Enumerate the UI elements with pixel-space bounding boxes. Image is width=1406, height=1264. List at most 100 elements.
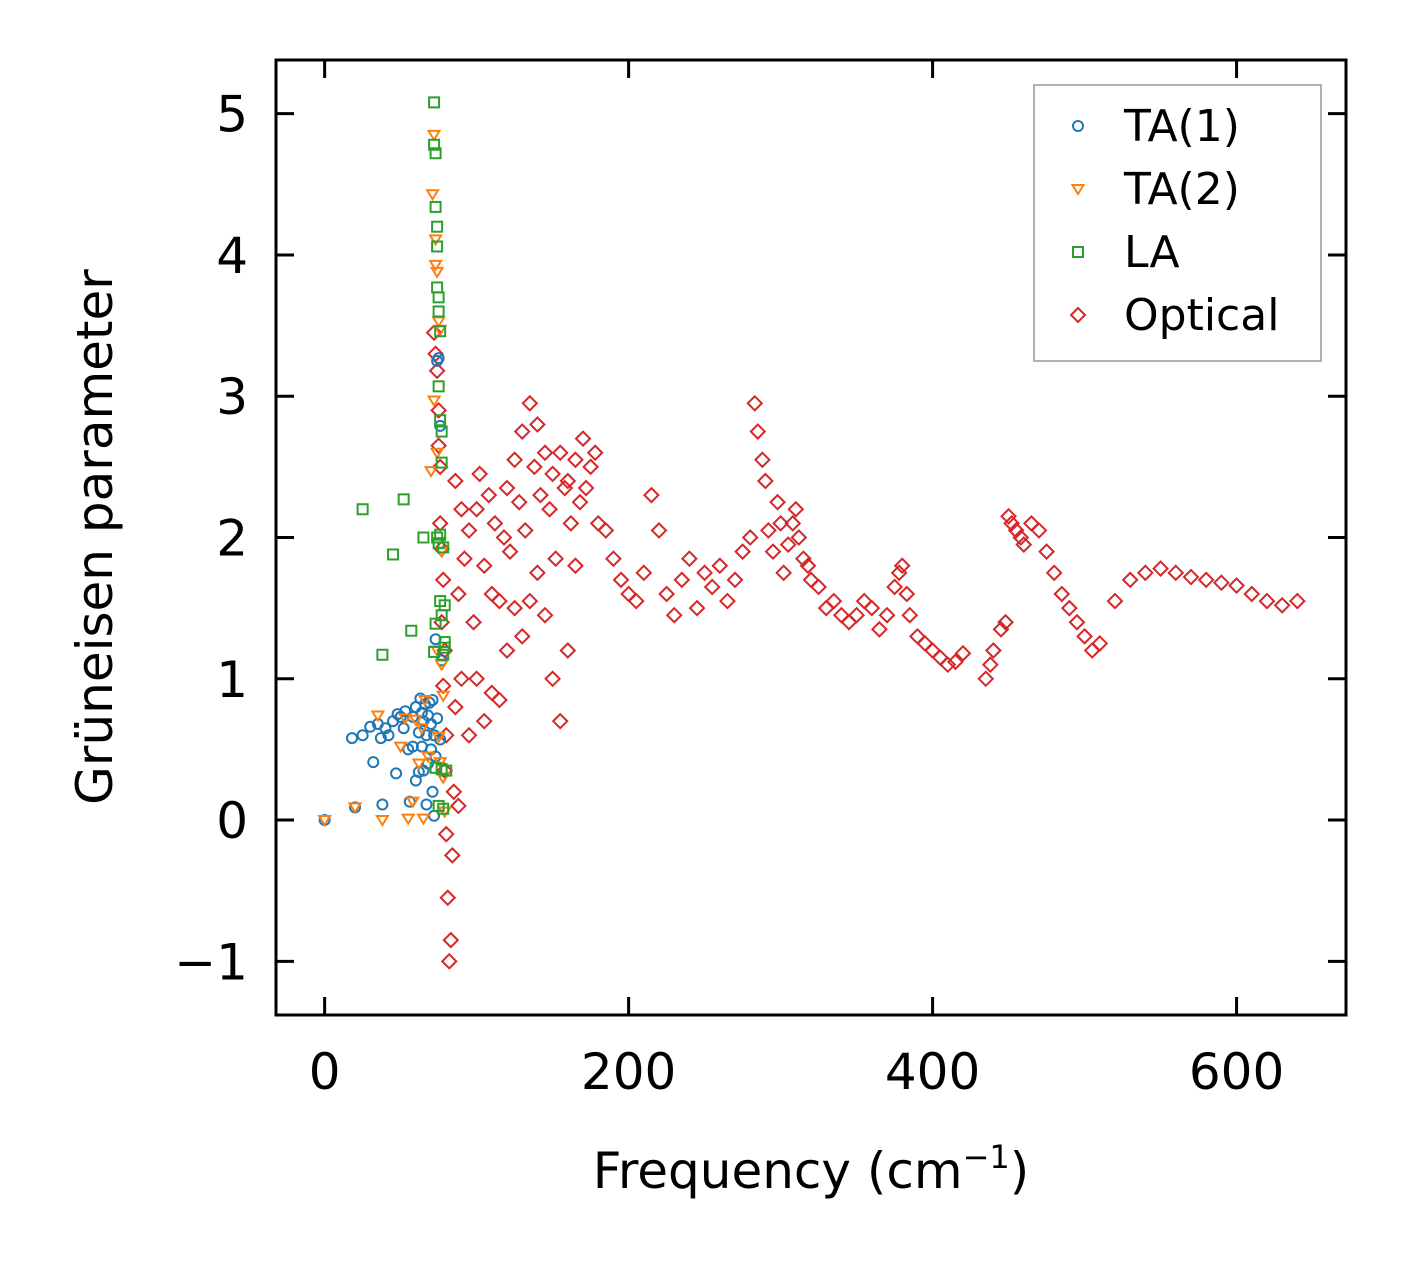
point-optical-167: [1288, 592, 1306, 610]
point-optical-31: [468, 670, 486, 688]
point-ta2-24: [431, 731, 446, 744]
point-optical-32: [471, 465, 489, 483]
point-la-32: [437, 802, 450, 815]
point-optical-51: [521, 394, 539, 412]
point-ta1-9: [379, 722, 392, 735]
x-axis-title: Frequency (cm−1): [593, 1138, 1030, 1200]
point-optical-133: [946, 653, 964, 671]
point-la-11: [429, 617, 442, 630]
point-optical-22: [449, 585, 467, 603]
point-optical-61: [544, 670, 562, 688]
point-ta2-5: [397, 713, 413, 726]
point-optical-56: [532, 486, 549, 504]
point-optical-162: [1212, 574, 1230, 592]
point-optical-15: [439, 889, 457, 907]
point-ta1-44: [431, 712, 444, 725]
point-ta2-15: [425, 189, 440, 202]
legend-label-optical: Optical: [1124, 290, 1279, 341]
point-optical-16: [440, 952, 458, 970]
point-optical-30: [468, 500, 486, 518]
point-optical-126: [898, 585, 916, 603]
point-optical-5: [431, 458, 449, 476]
point-optical-45: [506, 451, 524, 469]
point-optical-102: [764, 543, 782, 561]
point-optical-103: [769, 493, 786, 511]
legend-marker-ta2: [1070, 184, 1086, 196]
point-la-27: [435, 456, 448, 469]
point-la-3: [397, 493, 410, 506]
point-optical-29: [465, 613, 482, 631]
point-ta1-4: [364, 720, 377, 733]
point-optical-19: [445, 783, 463, 801]
point-optical-2: [428, 362, 446, 380]
point-ta2-19: [428, 234, 443, 247]
point-optical-47: [510, 493, 528, 511]
y-tick-label-4: 3: [216, 368, 248, 426]
y-tick-label-5: 4: [216, 227, 248, 285]
point-optical-21: [446, 472, 464, 490]
point-optical-96: [741, 529, 759, 546]
point-optical-26: [456, 550, 473, 568]
point-ta1-10: [382, 729, 395, 742]
point-optical-148: [1045, 564, 1063, 582]
point-optical-74: [582, 458, 600, 476]
point-ta1-8: [376, 798, 389, 811]
point-optical-1: [427, 345, 445, 363]
point-ta1-12: [390, 767, 403, 780]
point-optical-39: [491, 592, 508, 610]
point-la-14: [431, 240, 444, 253]
point-optical-50: [516, 522, 534, 539]
point-ta2-16: [426, 129, 442, 142]
point-ta1-32: [420, 798, 433, 811]
legend-marker-ta1: [1072, 120, 1084, 132]
point-optical-115: [825, 592, 843, 610]
point-optical-9: [434, 571, 452, 589]
x-tick-label-1: 200: [581, 1043, 676, 1101]
point-ta2-29: [435, 690, 451, 703]
legend: TA(1) TA(2) LA Optical: [1033, 84, 1322, 362]
point-optical-58: [536, 606, 554, 624]
point-optical-89: [688, 599, 706, 617]
point-optical-57: [536, 444, 554, 462]
point-optical-132: [939, 656, 957, 674]
point-ta2-14: [423, 466, 439, 479]
point-optical-46: [506, 599, 524, 617]
point-ta2-2: [370, 710, 386, 723]
point-optical-86: [665, 606, 683, 624]
legend-marker-la: [1072, 246, 1084, 258]
y-tick-label-0: −1: [174, 933, 248, 991]
point-optical-146: [1030, 522, 1048, 539]
point-optical-83: [642, 486, 660, 504]
point-optical-72: [574, 430, 592, 448]
point-la-33: [438, 599, 451, 612]
point-optical-44: [501, 543, 519, 561]
point-ta2-3: [375, 815, 390, 827]
legend-frame: [1033, 84, 1322, 362]
point-ta1-48: [434, 733, 447, 746]
point-optical-154: [1091, 635, 1109, 652]
point-optical-84: [650, 522, 668, 539]
point-la-9: [429, 147, 442, 160]
point-la-30: [437, 541, 450, 554]
point-optical-17: [442, 931, 460, 949]
point-optical-60: [544, 465, 562, 483]
data-points: [317, 96, 1306, 970]
point-la-35: [438, 641, 451, 654]
point-optical-104: [772, 514, 790, 532]
point-ta2-18: [428, 259, 443, 272]
point-la-24: [434, 528, 447, 541]
point-ta2-21: [429, 447, 445, 460]
point-optical-55: [529, 564, 546, 582]
point-la-7: [428, 138, 441, 151]
point-optical-24: [453, 500, 470, 518]
point-optical-138: [992, 620, 1010, 638]
point-optical-81: [627, 592, 645, 610]
point-ta1-3: [356, 729, 369, 742]
y-axis-title: Grüneisen parameter: [66, 269, 124, 805]
point-optical-149: [1053, 585, 1071, 603]
point-optical-90: [696, 564, 714, 582]
point-ta1-7: [374, 732, 387, 745]
point-optical-98: [749, 423, 767, 440]
point-optical-87: [673, 571, 691, 589]
